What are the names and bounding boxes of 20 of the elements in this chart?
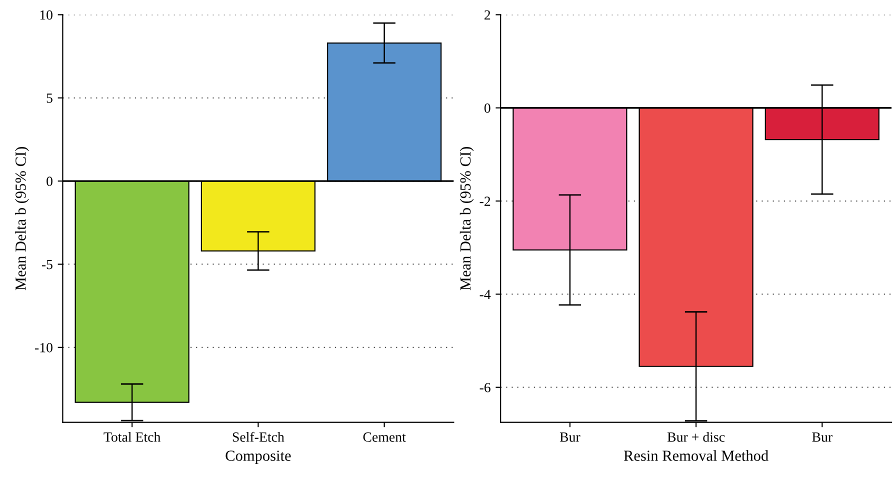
y-tick-label: -5 [42,260,52,270]
y-tick-label: -2 [480,196,490,206]
x-axis-title: Resin Removal Method [624,450,768,461]
y-tick-label: 2 [484,10,490,20]
y-tick-label: -6 [480,382,490,392]
y-tick-label: 0 [484,103,490,113]
x-tick-label: Bur [560,432,580,442]
x-tick-label: Cement [363,432,406,442]
y-tick-label: 10 [40,10,52,20]
x-tick-label: Self-Etch [232,432,284,442]
y-tick-label: 5 [46,94,52,103]
y-tick-label: 0 [46,176,52,186]
x-axis-title: Composite [226,450,291,464]
y-axis-title: Mean Delta b (95% CI) [460,147,474,290]
x-tick-label: Bur [812,432,832,442]
x-tick-label: Total Etch [104,432,161,442]
x-tick-label: Bur + disc [667,432,725,442]
y-axis-title: Mean Delta b (95% CI) [15,147,29,290]
y-tick-label: -4 [480,290,491,299]
y-tick-label: -10 [35,342,52,352]
